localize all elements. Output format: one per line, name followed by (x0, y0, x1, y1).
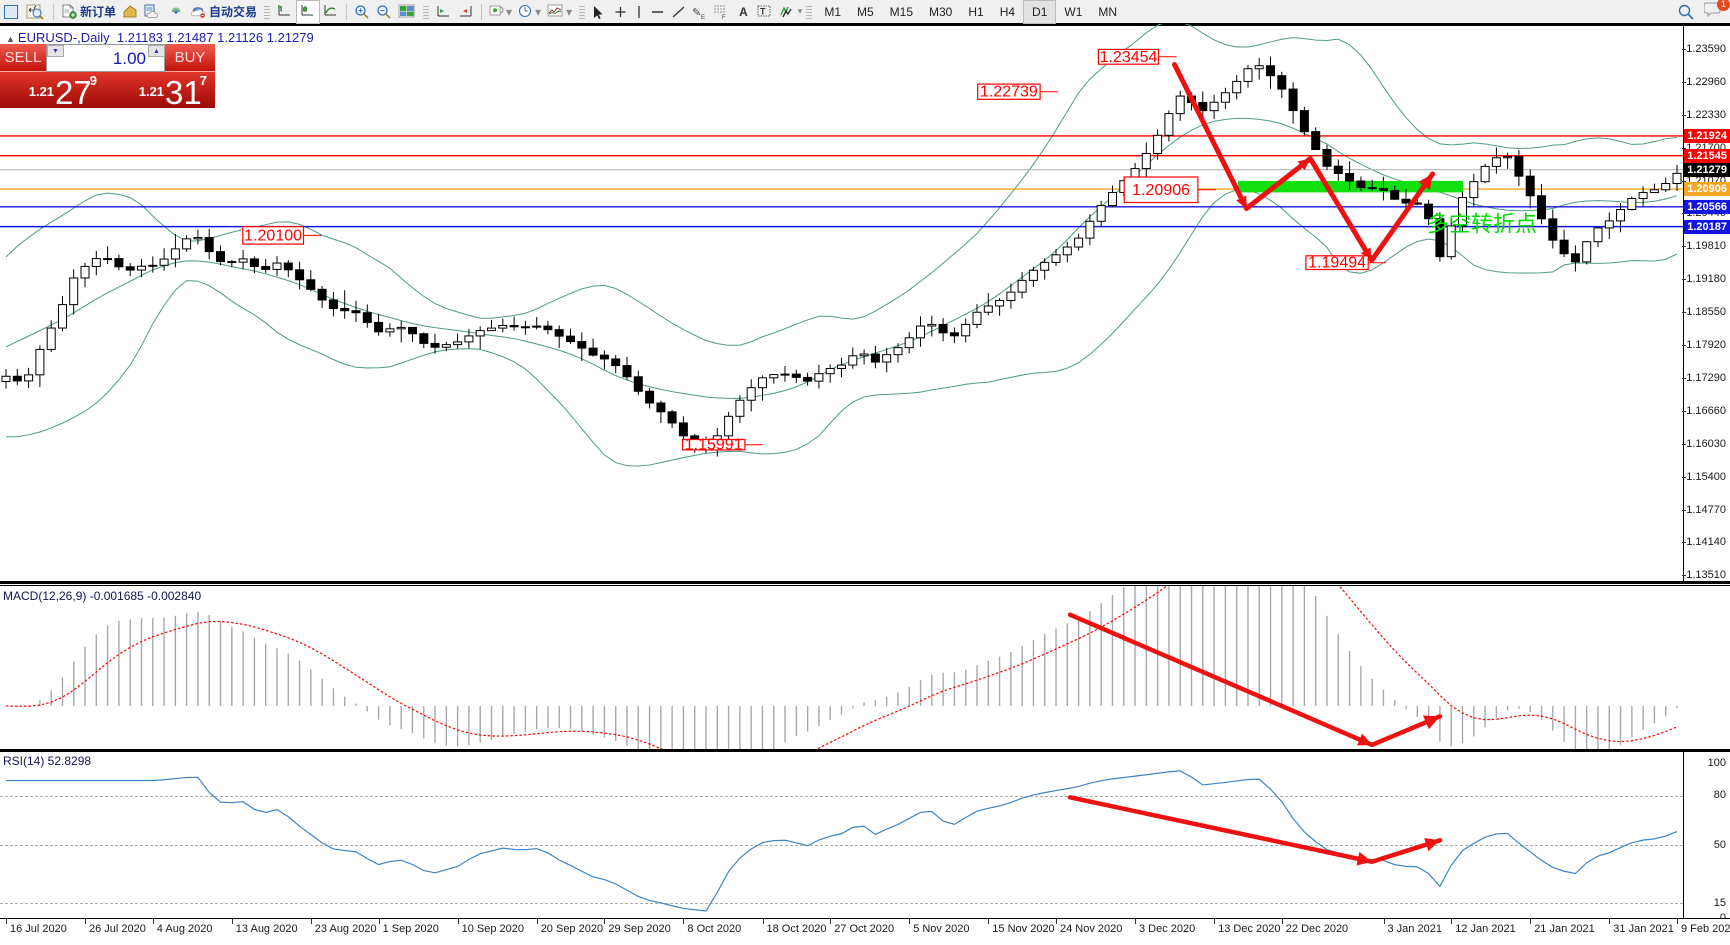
svg-text:1.19494: 1.19494 (1308, 255, 1366, 272)
svg-text:1.23454: 1.23454 (1100, 49, 1158, 66)
svg-text:1.15991: 1.15991 (685, 437, 743, 454)
svg-text:1.20100: 1.20100 (244, 227, 302, 244)
svg-text:多空转折点: 多空转折点 (1427, 212, 1537, 237)
svg-text:1.22739: 1.22739 (980, 84, 1038, 101)
svg-text:F: F (722, 15, 726, 19)
svg-text:✎: ✎ (692, 7, 701, 19)
svg-text:T: T (760, 6, 766, 16)
svg-text:E: E (701, 15, 705, 19)
svg-text:1.20906: 1.20906 (1132, 182, 1190, 199)
